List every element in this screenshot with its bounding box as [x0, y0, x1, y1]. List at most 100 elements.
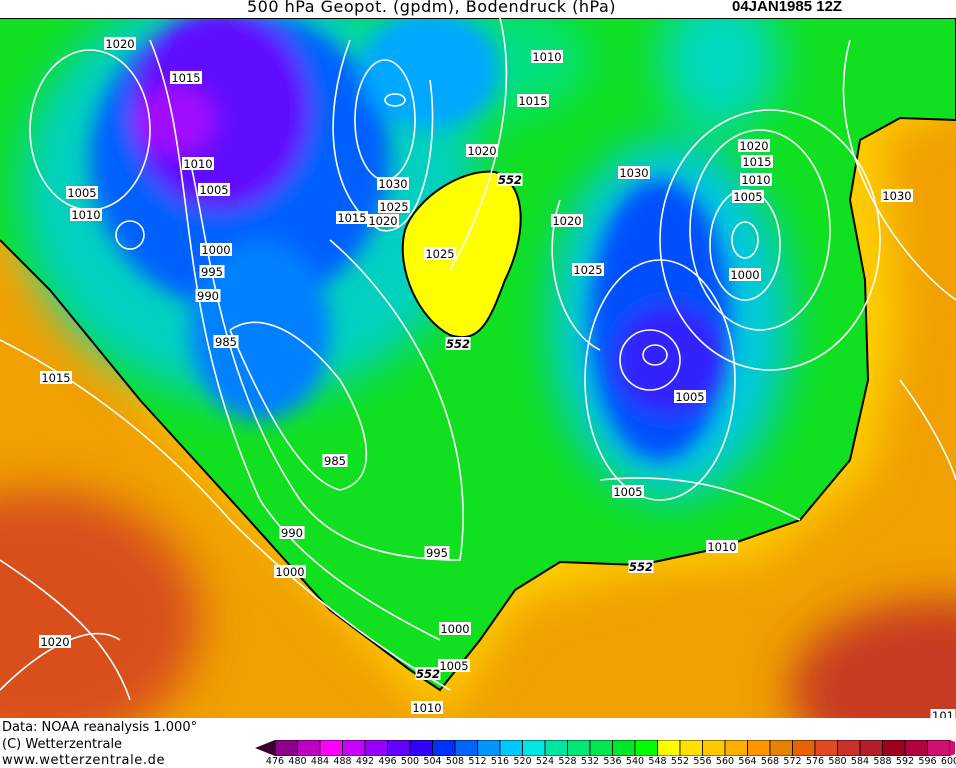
colorbar-label: 484	[310, 756, 330, 767]
isobar-label: 1010	[183, 157, 212, 171]
isobar-label: 1010	[741, 173, 770, 187]
isobar-label-bg	[551, 214, 583, 227]
colorbar-label: 564	[738, 756, 757, 767]
colorbar-max-arrow	[950, 740, 955, 756]
colorbar-swatch	[859, 740, 883, 756]
colorbar-swatch	[477, 740, 501, 756]
isobar-label-bg	[612, 485, 644, 498]
geopotential-label: 552	[446, 337, 470, 351]
colorbar-label: 588	[873, 756, 892, 767]
isobar-label: 1000	[275, 565, 304, 579]
colorbar-label: 600	[940, 756, 956, 767]
isobar-label-bg	[322, 454, 348, 467]
geopotential-label-bg	[415, 667, 441, 680]
isobar-label-bg	[66, 186, 98, 199]
weather-map: 1020101510101005101010051000995990985101…	[0, 18, 956, 718]
colorbar-swatch	[409, 740, 433, 756]
isobar-label: 1030	[378, 177, 407, 191]
isobar-label: 1020	[552, 214, 581, 228]
isobar-label: 101	[932, 709, 954, 718]
geopotential-label-bg	[445, 337, 471, 350]
colorbar-label: 572	[783, 756, 802, 767]
map-datetime: 04JAN1985 12Z	[732, 0, 843, 15]
colorbar-label: 508	[445, 756, 465, 767]
isobar-label: 1030	[619, 166, 648, 180]
isobar-label: 1020	[105, 37, 134, 51]
geopotential-label: 552	[416, 667, 440, 681]
colorbar-swatch	[364, 740, 388, 756]
isobar-label: 1015	[742, 155, 771, 169]
colorbar-label: 584	[850, 756, 870, 767]
colorbar-label: 500	[400, 756, 420, 767]
colorbar-label: 536	[603, 756, 622, 767]
isobar-label: 1025	[425, 247, 454, 261]
colorbar-label: 592	[895, 756, 915, 767]
colorbar-swatch	[589, 740, 613, 756]
colorbar-swatch	[567, 740, 591, 756]
isobar-label-bg	[199, 265, 225, 278]
geopotential-label: 552	[498, 173, 522, 187]
colorbar-swatch	[274, 740, 298, 756]
isobar-label: 1005	[67, 186, 96, 200]
colorbar-swatch	[387, 740, 411, 756]
isobar-label-bg	[531, 50, 563, 63]
colorbar-swatch	[769, 740, 793, 756]
isobar-label-bg	[740, 173, 772, 186]
isobar-label-bg	[729, 268, 761, 281]
colorbar-swatch	[702, 740, 726, 756]
colorbar-swatch	[297, 740, 321, 756]
isobar-label: 995	[426, 546, 448, 560]
isobar-label: 995	[201, 265, 223, 279]
isobar-label-bg	[930, 709, 956, 718]
isobar-label: 1010	[71, 208, 100, 222]
map-title: 500 hPa Geopot. (gpdm), Bodendruck (hPa)	[247, 0, 617, 16]
isobar-label-bg	[438, 659, 470, 672]
isobar-label: 1000	[201, 243, 230, 257]
isobar-label: 1010	[412, 701, 441, 715]
isobar-label-bg	[200, 243, 232, 256]
isobar-label-bg	[367, 214, 399, 227]
isobar-label: 1010	[707, 540, 736, 554]
isobar-label-bg	[213, 335, 239, 348]
colorbar-label: 556	[693, 756, 712, 767]
colorbar-label: 528	[558, 756, 577, 767]
isobar-label: 1015	[41, 371, 70, 385]
isobar-label: 1030	[882, 189, 911, 203]
isobar-label-bg	[439, 622, 471, 635]
copyright-text: (C) Wetterzentrale	[2, 737, 123, 752]
colorbar-swatch	[432, 740, 456, 756]
isobar-label: 1020	[368, 214, 397, 228]
isobar-label: 990	[281, 526, 303, 540]
colorbar-swatch	[882, 740, 906, 756]
colorbar-label: 552	[670, 756, 690, 767]
colorbar-swatch	[679, 740, 703, 756]
isobar-label: 1005	[439, 659, 468, 673]
isobar-label-bg	[195, 289, 221, 302]
isobar-label-bg	[517, 94, 549, 107]
colorbar-swatch	[454, 740, 478, 756]
colorbar-swatch	[927, 740, 951, 756]
isobar-label: 1005	[675, 390, 704, 404]
website-link[interactable]: www.wetterzentrale.de	[2, 753, 166, 768]
colorbar-swatch	[747, 740, 771, 756]
isobar-label-bg	[182, 157, 214, 170]
colorbar-label: 596	[918, 756, 937, 767]
isobar-label-bg	[741, 155, 773, 168]
colorbar-label: 580	[828, 756, 847, 767]
isobar-label: 1015	[518, 94, 547, 108]
colorbar-swatch	[522, 740, 546, 756]
geopotential-label-bg	[628, 560, 654, 573]
isobar-label-bg	[732, 190, 764, 203]
colorbar-swatch	[499, 740, 523, 756]
colorbar	[255, 740, 955, 756]
isobar-label-bg	[706, 540, 738, 553]
colorbar-swatch	[544, 740, 568, 756]
colorbar-min-arrow	[255, 740, 275, 756]
colorbar-label: 492	[355, 756, 375, 767]
isobar-label-bg	[336, 211, 368, 224]
isobar-label: 1005	[199, 183, 228, 197]
isobar-label: 1000	[730, 268, 759, 282]
colorbar-swatch	[814, 740, 838, 756]
isobar-label-bg	[274, 565, 306, 578]
colorbar-label: 540	[625, 756, 645, 767]
